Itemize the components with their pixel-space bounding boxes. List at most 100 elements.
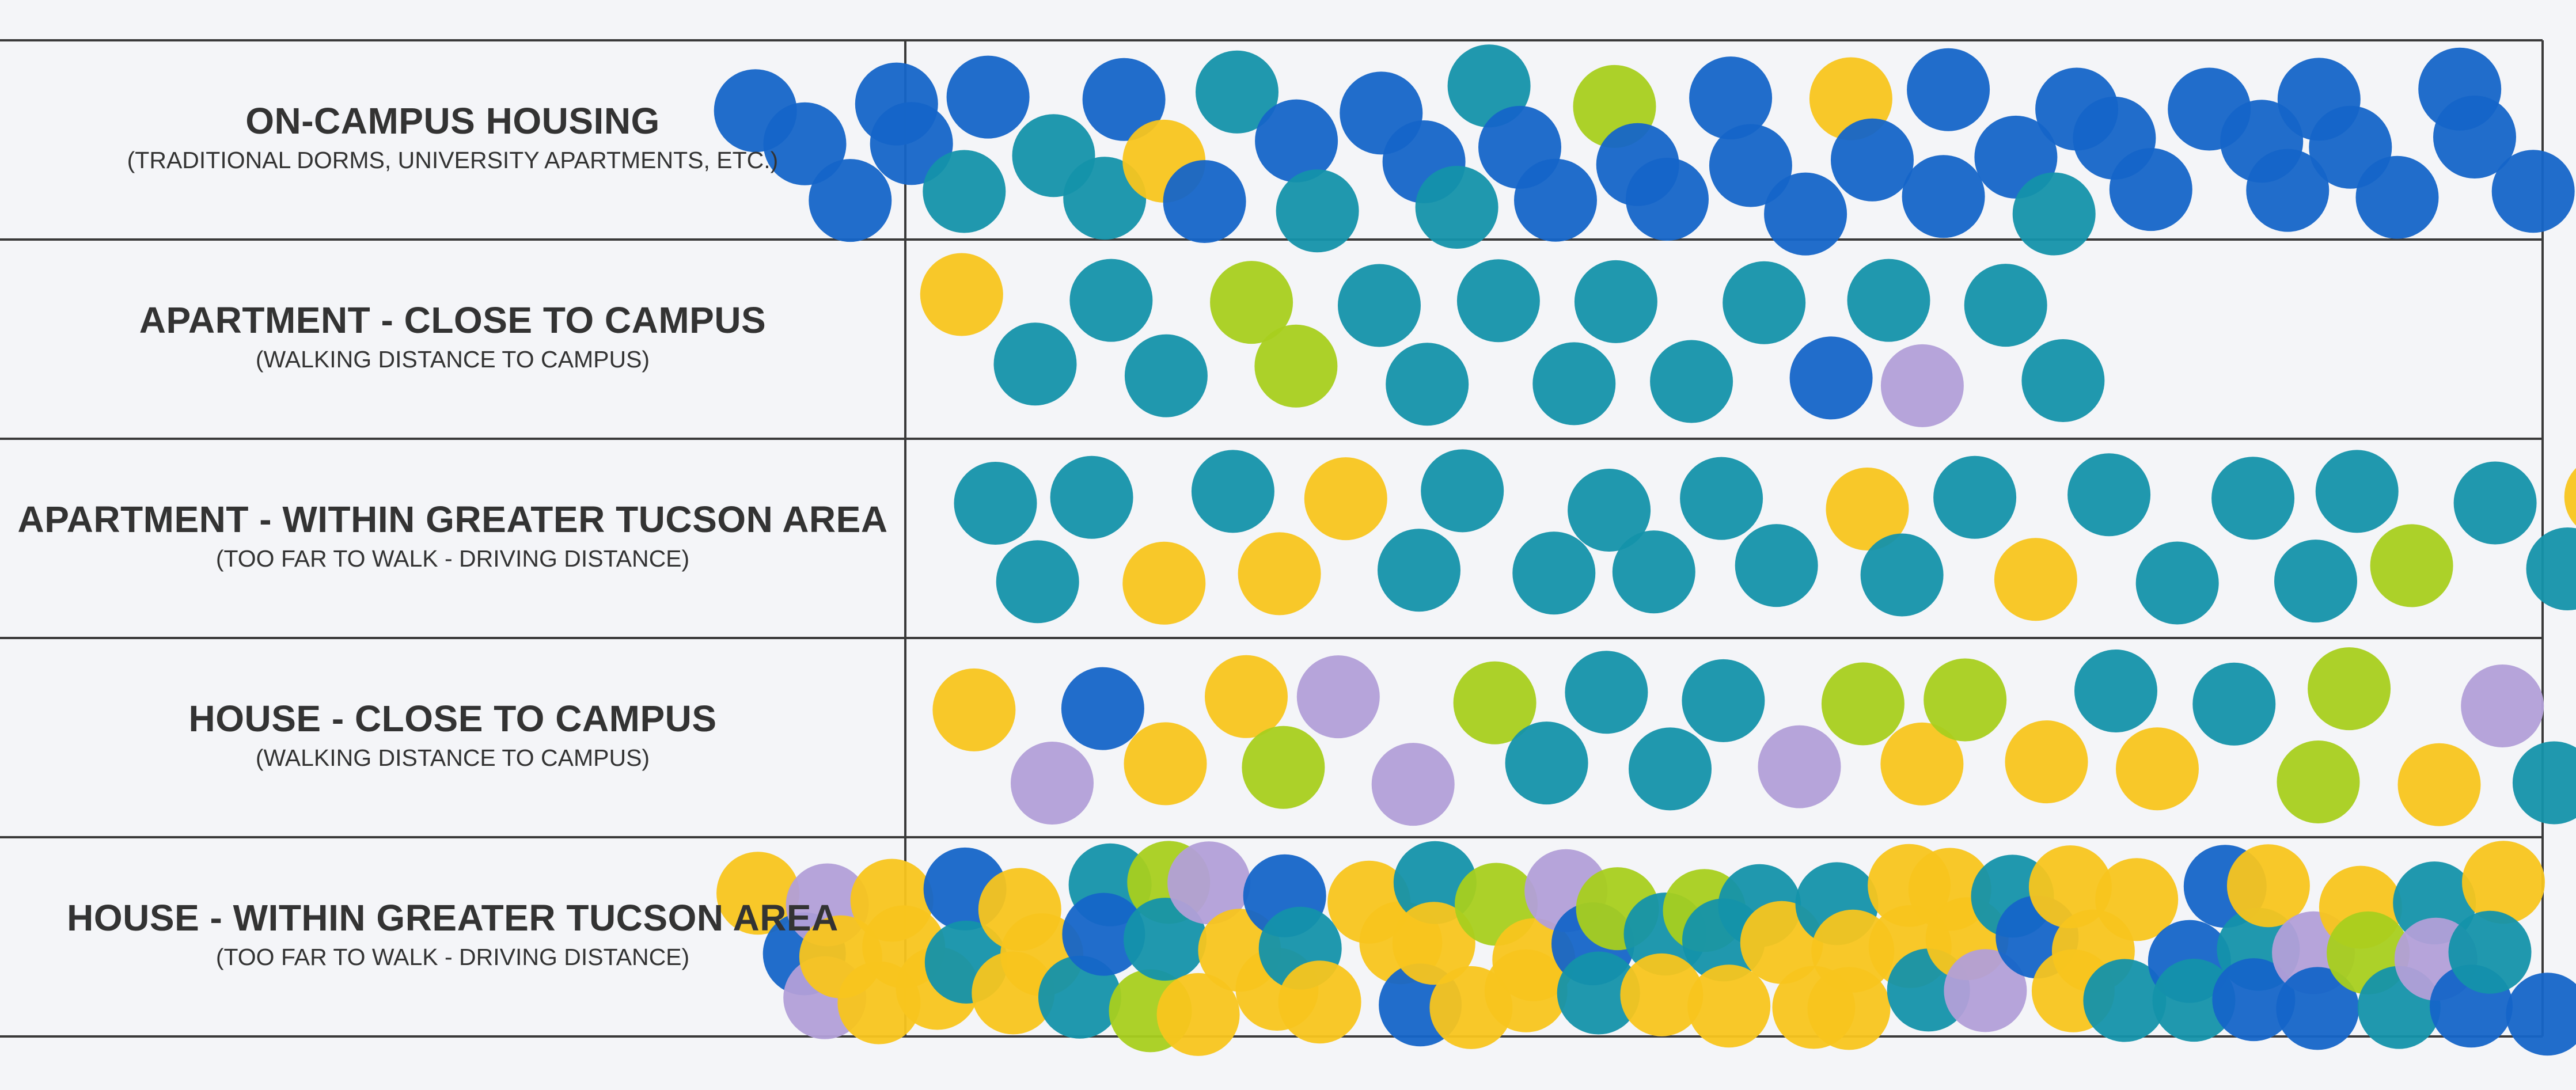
teal-dot [1456, 259, 1540, 343]
lime-dot [1242, 726, 1325, 809]
teal-dot [2012, 172, 2096, 256]
teal-dot [2448, 910, 2532, 994]
teal-dot [1933, 455, 2017, 539]
teal-dot [993, 322, 1077, 406]
yellow-dot [1124, 722, 1207, 806]
teal-dot [1735, 524, 1818, 607]
teal-dot [1565, 651, 1648, 734]
teal-dot [1378, 529, 1460, 612]
royal-blue-dot [2276, 967, 2359, 1050]
teal-dot [1276, 169, 1359, 253]
teal-dot [1191, 450, 1274, 533]
royal-blue-dot [2491, 150, 2575, 233]
row-label: APARTMENT - CLOSE TO CAMPUS (WALKING DIST… [0, 299, 905, 373]
row-category: APARTMENT - WITHIN GREATER TUCSON AREA [17, 499, 888, 540]
lavender-dot [1758, 725, 1841, 808]
royal-blue-dot [1902, 155, 1985, 238]
yellow-dot [2397, 743, 2481, 826]
royal-blue-dot [1831, 118, 1914, 202]
row-detail: (WALKING DISTANCE TO CAMPUS) [255, 745, 650, 771]
row-category: ON-CAMPUS HOUSING [245, 100, 660, 142]
teal-dot [1860, 533, 1944, 617]
teal-dot [1568, 469, 1651, 552]
yellow-dot [2462, 841, 2545, 924]
yellow-dot [932, 668, 1016, 751]
teal-dot [1532, 342, 1616, 426]
royal-blue-dot [1709, 124, 1792, 207]
yellow-dot [1807, 967, 1891, 1050]
royal-blue-dot [2246, 149, 2330, 232]
teal-dot [1574, 260, 1657, 343]
yellow-dot [1156, 973, 1240, 1056]
dots-layer [714, 44, 2576, 1056]
teal-dot [2021, 339, 2105, 422]
teal-dot [1847, 259, 1930, 342]
yellow-dot [2564, 468, 2576, 526]
royal-blue-dot [2506, 973, 2576, 1056]
row-label: APARTMENT - WITHIN GREATER TUCSON AREA (T… [0, 498, 905, 572]
teal-dot [2067, 453, 2151, 537]
lime-dot [2370, 524, 2453, 607]
royal-blue-dot [870, 102, 953, 185]
teal-dot [1447, 44, 1531, 128]
royal-blue-dot [1061, 667, 1144, 750]
royal-blue-dot [1514, 158, 1597, 242]
yellow-dot [920, 253, 1003, 336]
royal-blue-dot [2355, 155, 2439, 239]
lavender-dot [1371, 743, 1455, 826]
royal-blue-dot [1764, 172, 1847, 256]
royal-blue-dot [1062, 892, 1145, 976]
teal-dot [2152, 959, 2236, 1042]
lavender-dot [1011, 742, 1094, 825]
teal-dot [2274, 540, 2357, 623]
teal-dot [2135, 541, 2219, 625]
row-detail: (TOO FAR TO WALK - DRIVING DISTANCE) [215, 944, 690, 970]
yellow-dot [2028, 845, 2112, 929]
teal-dot [1512, 531, 1596, 615]
royal-blue-dot [763, 102, 847, 185]
yellow-dot [1826, 468, 1909, 550]
teal-dot [1063, 157, 1147, 240]
yellow-dot [2116, 727, 2199, 811]
lavender-dot [1167, 841, 1251, 925]
lime-dot [2308, 647, 2391, 731]
teal-dot [1386, 343, 1469, 426]
row-label: HOUSE - CLOSE TO CAMPUS (WALKING DISTANCE… [0, 697, 905, 772]
yellow-dot [1392, 902, 1475, 985]
row-label: HOUSE - WITHIN GREATER TUCSON AREA (TOO F… [0, 897, 905, 971]
teal-dot [2083, 959, 2167, 1042]
teal-dot [1612, 530, 1695, 614]
yellow-dot [1304, 457, 1387, 541]
teal-dot [2453, 461, 2537, 545]
royal-blue-dot [1255, 99, 1338, 183]
teal-dot [923, 150, 1006, 233]
teal-dot [1069, 259, 1153, 342]
yellow-dot [1205, 655, 1288, 738]
lavender-dot [1944, 949, 2027, 1032]
lime-dot [2277, 740, 2360, 823]
row-label: ON-CAMPUS HOUSING (TRADITIONAL DORMS, UNI… [0, 100, 905, 174]
row-detail: (WALKING DISTANCE TO CAMPUS) [255, 346, 650, 373]
yellow-dot [1620, 953, 1704, 1036]
grid-lines [0, 39, 2544, 1038]
lime-dot [1210, 261, 1293, 344]
teal-dot [1124, 334, 1208, 417]
royal-blue-dot [946, 55, 1030, 139]
teal-dot [2074, 650, 2157, 732]
royal-blue-dot [1689, 56, 1773, 140]
teal-dot [2512, 741, 2576, 825]
teal-dot [1629, 727, 1712, 811]
lime-dot [1453, 661, 1537, 745]
yellow-dot [1484, 949, 1568, 1032]
teal-dot [2211, 457, 2295, 540]
lavender-dot [2461, 664, 2544, 747]
royal-blue-dot [1163, 160, 1246, 243]
teal-dot [1038, 955, 1121, 1039]
row-category: HOUSE - CLOSE TO CAMPUS [188, 698, 717, 739]
royal-blue-dot [1789, 336, 1873, 420]
teal-dot [1680, 457, 1763, 540]
teal-dot [1050, 455, 1133, 539]
royal-blue-dot [1626, 158, 1709, 241]
row-detail: (TRADITIONAL DORMS, UNIVERSITY APARTMENT… [127, 147, 779, 173]
